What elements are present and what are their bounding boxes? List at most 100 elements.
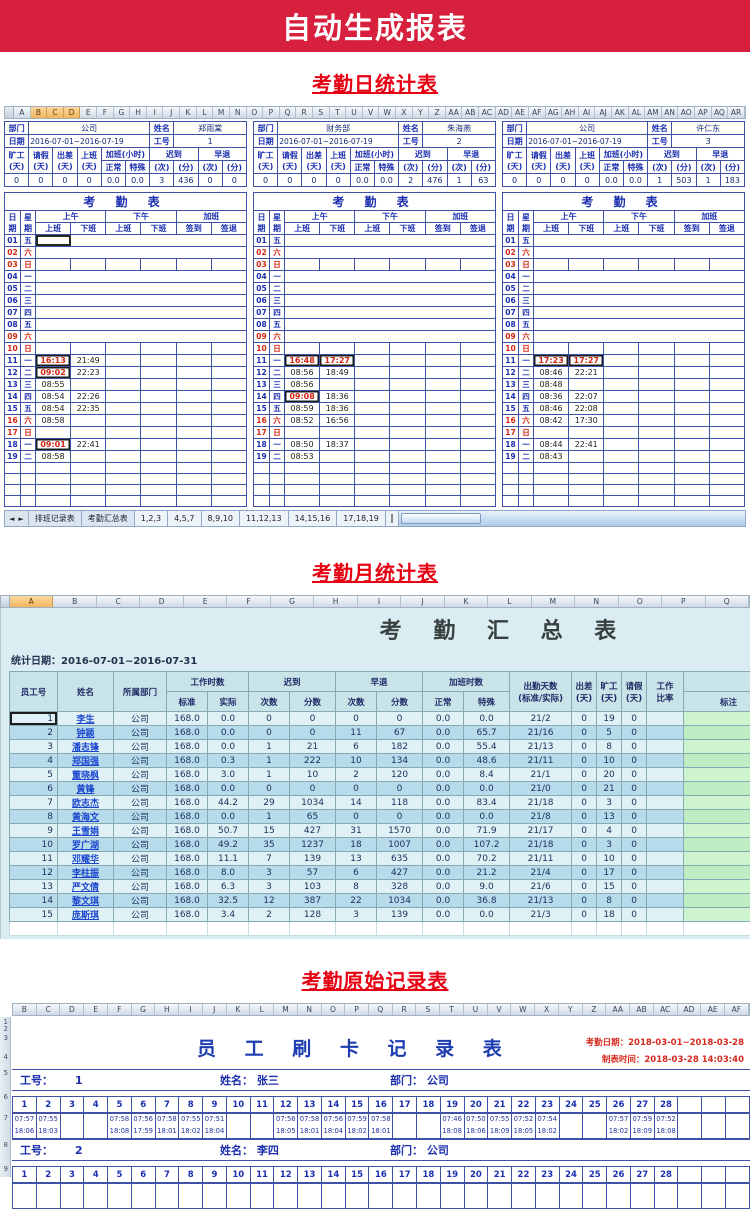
empty-cell[interactable] <box>166 921 208 936</box>
column-header-F[interactable]: F <box>97 107 114 118</box>
weekday[interactable]: 一 <box>269 354 285 367</box>
value-cell[interactable]: 0 <box>571 879 598 894</box>
time-cell[interactable] <box>105 318 141 331</box>
column-header-AJ[interactable]: AJ <box>595 107 612 118</box>
day-number[interactable]: 15 <box>253 402 270 415</box>
column-header-T[interactable]: T <box>440 1004 464 1015</box>
weekday[interactable]: 日 <box>269 342 285 355</box>
stat-value[interactable]: 1 <box>647 173 673 187</box>
day-header-cell[interactable]: 15 <box>344 1166 370 1183</box>
punch-times-cell[interactable]: 07:50 18:06 <box>463 1113 489 1139</box>
value-cell[interactable]: 21/11 <box>509 753 573 768</box>
time-cell[interactable] <box>638 390 675 403</box>
column-header-Q[interactable]: Q <box>280 107 297 118</box>
day-header-cell[interactable]: 6 <box>130 1166 156 1183</box>
time-cell[interactable] <box>533 318 569 331</box>
day-number[interactable]: 01 <box>253 234 270 247</box>
punch-times-cell[interactable] <box>59 1113 85 1139</box>
time-cell[interactable]: 16:48 <box>283 354 321 367</box>
time-cell[interactable] <box>389 484 426 496</box>
ratio-cell[interactable] <box>646 893 685 908</box>
emp-id-cell[interactable]: 12 <box>9 865 58 880</box>
time-cell[interactable] <box>459 426 497 439</box>
value-cell[interactable]: 0 <box>621 851 648 866</box>
time-cell[interactable]: 08:54 <box>34 390 72 403</box>
day-header-cell[interactable]: 1 <box>12 1096 37 1113</box>
punch-times-cell[interactable] <box>83 1183 109 1209</box>
value-cell[interactable]: 20 <box>596 767 623 782</box>
day-header-cell[interactable]: 20 <box>463 1096 489 1113</box>
time-cell[interactable] <box>176 330 212 343</box>
dept-cell[interactable]: 公司 <box>113 753 167 768</box>
column-header-AD[interactable]: AD <box>496 107 513 118</box>
ratio-cell[interactable] <box>646 753 685 768</box>
time-cell[interactable] <box>210 484 248 496</box>
value-cell[interactable]: 21/16 <box>509 725 573 740</box>
time-cell[interactable] <box>638 438 675 451</box>
empty-cell[interactable] <box>376 921 424 936</box>
weekday[interactable]: 日 <box>269 258 285 271</box>
stat-value[interactable]: 3 <box>149 173 175 187</box>
time-cell[interactable] <box>210 426 248 439</box>
week-col-head[interactable]: 星期 <box>518 210 534 235</box>
stat-value[interactable]: 476 <box>422 173 448 187</box>
time-cell[interactable] <box>319 342 356 355</box>
weekday[interactable]: 四 <box>269 390 285 403</box>
stat-group[interactable]: 早退 <box>446 147 496 161</box>
day-number[interactable]: 07 <box>4 306 21 319</box>
time-cell[interactable] <box>459 484 497 496</box>
column-header-D[interactable]: D <box>60 1004 85 1015</box>
time-cell[interactable]: 18:36 <box>319 402 356 415</box>
value-cell[interactable]: 0.0 <box>463 907 511 922</box>
value-cell[interactable]: 0 <box>621 767 648 782</box>
value-cell[interactable]: 21/0 <box>509 781 573 796</box>
time-cell[interactable] <box>673 438 710 451</box>
stat-value[interactable]: 0 <box>301 173 327 187</box>
value-cell[interactable]: 0.0 <box>422 865 465 880</box>
value-cell[interactable]: 21/4 <box>509 865 573 880</box>
value-cell[interactable]: 328 <box>376 879 424 894</box>
value-cell[interactable]: 1570 <box>376 823 424 838</box>
time-cell[interactable] <box>603 473 640 485</box>
time-cell[interactable] <box>708 378 746 391</box>
column-header-C[interactable]: C <box>37 1004 61 1015</box>
time-cell[interactable] <box>319 484 356 496</box>
time-cell[interactable] <box>354 484 391 496</box>
time-cell[interactable] <box>674 234 710 247</box>
weekday[interactable]: 二 <box>269 450 285 463</box>
time-cell[interactable] <box>709 330 746 343</box>
time-cell[interactable]: 18:49 <box>319 366 356 379</box>
stat-value[interactable]: 0 <box>76 173 102 187</box>
time-cell[interactable] <box>638 462 675 474</box>
value-cell[interactable]: 0.0 <box>422 893 465 908</box>
time-cell[interactable] <box>175 473 212 485</box>
value-cell[interactable]: 21/13 <box>509 893 573 908</box>
value-cell[interactable]: 0.0 <box>422 767 465 782</box>
dept-cell[interactable]: 公司 <box>113 823 167 838</box>
day-number[interactable] <box>253 484 270 496</box>
value-cell[interactable]: 0 <box>621 879 648 894</box>
col-name[interactable]: 姓名 <box>57 671 114 712</box>
time-cell[interactable] <box>532 484 570 496</box>
emp-name-link[interactable]: 庞斯琪 <box>57 907 114 922</box>
day-number[interactable]: 12 <box>253 366 270 379</box>
punch-times-cell[interactable]: 07:57 18:02 <box>606 1113 631 1139</box>
period-sub[interactable]: 签退 <box>459 222 497 235</box>
day-header-cell[interactable] <box>701 1096 726 1113</box>
tab-scroll-icon[interactable]: ► <box>18 514 24 523</box>
time-cell[interactable] <box>674 318 710 331</box>
time-cell[interactable] <box>354 390 391 403</box>
period-group[interactable]: 下午 <box>105 210 177 223</box>
stat-value[interactable]: 0 <box>221 173 248 187</box>
value-cell[interactable]: 0 <box>621 739 648 754</box>
value-cell[interactable]: 3 <box>335 907 378 922</box>
time-cell[interactable] <box>175 414 212 427</box>
value-cell[interactable]: 0.0 <box>422 795 465 810</box>
time-cell[interactable] <box>284 270 320 283</box>
time-cell[interactable] <box>568 234 604 247</box>
weekday[interactable]: 三 <box>269 294 285 307</box>
column-header-F[interactable]: F <box>227 596 271 607</box>
weekday[interactable]: 六 <box>20 330 36 343</box>
col-group[interactable]: 迟到 <box>248 671 337 692</box>
empty-cell[interactable] <box>571 921 598 936</box>
